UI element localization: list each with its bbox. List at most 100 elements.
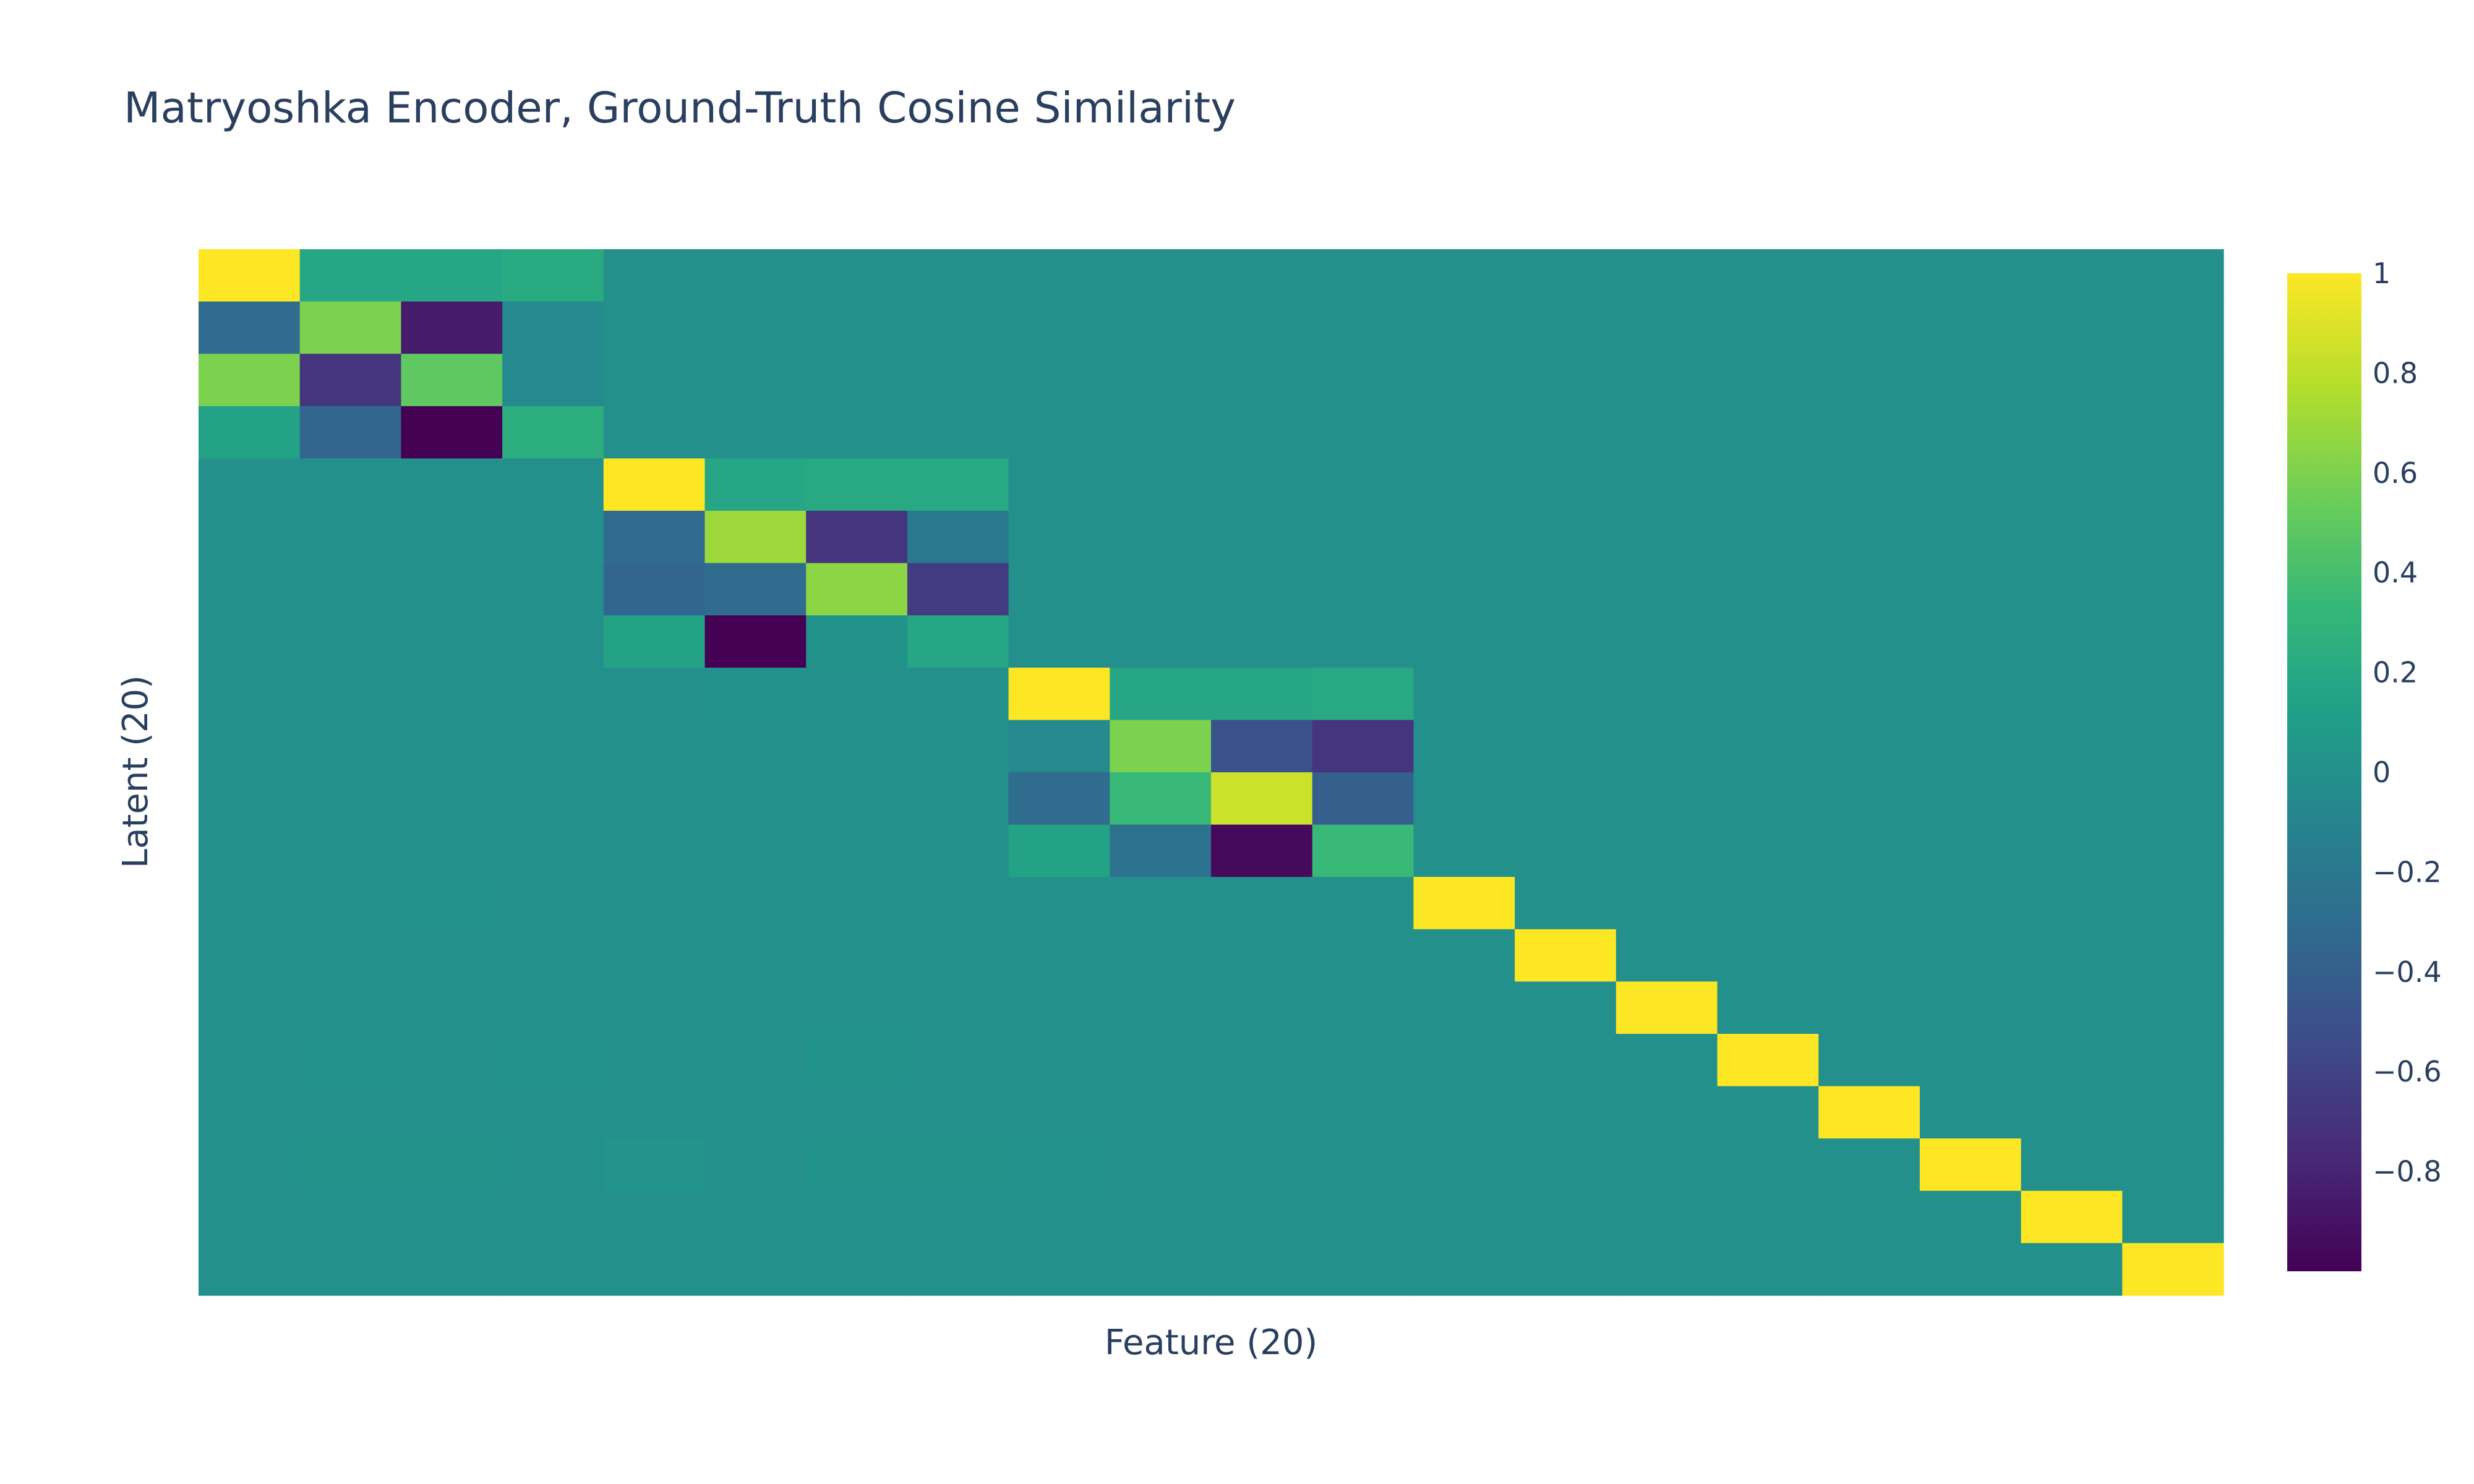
- heatmap-cell: [2122, 354, 2224, 407]
- heatmap-cell: [1515, 929, 1617, 982]
- heatmap-cell: [199, 1034, 301, 1087]
- heatmap-cell: [704, 772, 807, 825]
- colorbar-tick-label: 0.6: [2373, 456, 2418, 490]
- heatmap-cell: [1008, 929, 1110, 982]
- heatmap-cell: [502, 615, 604, 668]
- heatmap-cell: [1008, 772, 1110, 825]
- heatmap-cell: [1919, 1034, 2022, 1087]
- heatmap-cell: [603, 720, 706, 773]
- heatmap-cell: [1717, 981, 1819, 1034]
- heatmap-cell: [1211, 1034, 1313, 1087]
- heatmap-cell: [1110, 824, 1212, 877]
- heatmap-cell: [704, 354, 807, 407]
- heatmap-cell: [1616, 1086, 1718, 1139]
- heatmap-cell: [1008, 720, 1110, 773]
- heatmap-cell: [1919, 1138, 2022, 1192]
- heatmap-cell: [299, 929, 401, 982]
- heatmap-cell: [603, 1138, 706, 1192]
- heatmap-cell: [704, 1190, 807, 1243]
- heatmap-cell: [603, 301, 706, 354]
- heatmap-cell: [1818, 929, 1920, 982]
- heatmap-cell: [806, 301, 908, 354]
- heatmap-cell: [1818, 1243, 1920, 1296]
- heatmap-cell: [1211, 1138, 1313, 1192]
- heatmap-cell: [1110, 772, 1212, 825]
- heatmap-cell: [704, 1086, 807, 1139]
- heatmap-cell: [1515, 1034, 1617, 1087]
- heatmap-cell: [1919, 981, 2022, 1034]
- heatmap-cell: [1413, 563, 1515, 616]
- heatmap-cell: [907, 877, 1009, 930]
- heatmap-cell: [1110, 1086, 1212, 1139]
- heatmap-cell: [907, 981, 1009, 1034]
- heatmap-cell: [299, 667, 401, 720]
- heatmap-cell: [1717, 1243, 1819, 1296]
- heatmap-cell: [401, 301, 503, 354]
- y-axis-label: Latent (20): [116, 675, 156, 868]
- heatmap-cell: [1919, 511, 2022, 564]
- heatmap-cell: [1818, 720, 1920, 773]
- heatmap-cell: [1008, 511, 1110, 564]
- heatmap-cell: [299, 1138, 401, 1192]
- heatmap-cell: [806, 824, 908, 877]
- heatmap-cell: [1110, 301, 1212, 354]
- heatmap-cell: [1818, 1138, 1920, 1192]
- heatmap-cell: [1515, 720, 1617, 773]
- heatmap-cell: [2122, 458, 2224, 511]
- heatmap-cell: [806, 458, 908, 511]
- heatmap-cell: [299, 1086, 401, 1139]
- heatmap-cell: [1919, 615, 2022, 668]
- heatmap-cell: [1717, 563, 1819, 616]
- heatmap-cell: [2122, 824, 2224, 877]
- heatmap-cell: [1312, 877, 1414, 930]
- heatmap-cell: [1515, 981, 1617, 1034]
- heatmap-cell: [502, 563, 604, 616]
- heatmap-cell: [1211, 249, 1313, 302]
- heatmap-cell: [1211, 563, 1313, 616]
- heatmap-cell: [1413, 1243, 1515, 1296]
- heatmap-cell: [1616, 1243, 1718, 1296]
- heatmap-cell: [603, 354, 706, 407]
- heatmap-cell: [401, 824, 503, 877]
- heatmap-cell: [1312, 981, 1414, 1034]
- heatmap-cell: [502, 1138, 604, 1192]
- heatmap-cell: [199, 458, 301, 511]
- heatmap-cell: [603, 877, 706, 930]
- heatmap-cell: [401, 458, 503, 511]
- heatmap-cell: [2021, 1086, 2123, 1139]
- heatmap-cell: [299, 511, 401, 564]
- heatmap-cell: [1312, 458, 1414, 511]
- heatmap-cell: [502, 511, 604, 564]
- heatmap-cell: [806, 1243, 908, 1296]
- heatmap-cell: [401, 563, 503, 616]
- heatmap-cell: [1413, 824, 1515, 877]
- heatmap-cell: [1818, 1034, 1920, 1087]
- heatmap-cell: [1211, 406, 1313, 459]
- heatmap-cell: [1818, 249, 1920, 302]
- heatmap-cell: [199, 981, 301, 1034]
- heatmap-cell: [199, 615, 301, 668]
- heatmap-cell: [1616, 511, 1718, 564]
- heatmap-cell: [1312, 354, 1414, 407]
- heatmap-cell: [1616, 824, 1718, 877]
- heatmap-cell: [704, 981, 807, 1034]
- heatmap-cell: [704, 1243, 807, 1296]
- heatmap-cell: [199, 929, 301, 982]
- heatmap-cell: [1312, 1138, 1414, 1192]
- heatmap-cell: [1616, 563, 1718, 616]
- heatmap-cell: [2122, 1086, 2224, 1139]
- heatmap-cell: [1818, 511, 1920, 564]
- heatmap-cell: [1413, 354, 1515, 407]
- heatmap-cell: [2122, 615, 2224, 668]
- heatmap-cell: [2021, 511, 2123, 564]
- heatmap-cell: [2021, 667, 2123, 720]
- heatmap-cell: [1211, 458, 1313, 511]
- heatmap-cell: [1413, 1190, 1515, 1243]
- heatmap-cell: [1515, 615, 1617, 668]
- heatmap-cell: [806, 615, 908, 668]
- heatmap-cell: [1919, 354, 2022, 407]
- heatmap-cell: [704, 929, 807, 982]
- heatmap-cell: [1818, 563, 1920, 616]
- heatmap-cell: [502, 877, 604, 930]
